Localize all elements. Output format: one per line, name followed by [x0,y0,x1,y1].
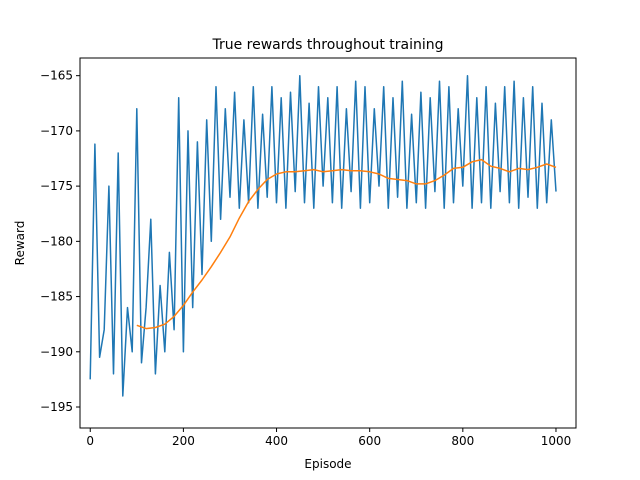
y-tick-label: −180 [40,234,73,248]
y-tick-label: −165 [40,69,73,83]
x-axis-ticks: 0 200 400 600 800 1000 [86,428,571,448]
y-axis-label: Reward [13,221,27,266]
y-tick-label: −170 [40,124,73,138]
y-axis-ticks: −195 −190 −185 −180 −175 −170 −165 [40,69,80,414]
y-tick-label: −190 [40,345,73,359]
plot-series [89,74,557,397]
series-line-rewards [89,74,557,397]
chart-title: True rewards throughout training [211,37,443,53]
x-tick-label: 400 [265,434,288,448]
series-line-moving-average [136,158,557,330]
x-tick-label: 200 [172,434,195,448]
y-tick-label: −185 [40,290,73,304]
x-axis-label: Episode [304,457,351,471]
plot-frame [79,57,577,429]
y-tick-label: −195 [40,400,73,414]
x-tick-label: 0 [86,434,94,448]
x-tick-label: 1000 [541,434,572,448]
x-tick-label: 800 [451,434,474,448]
x-tick-label: 600 [358,434,381,448]
y-tick-label: −175 [40,179,73,193]
